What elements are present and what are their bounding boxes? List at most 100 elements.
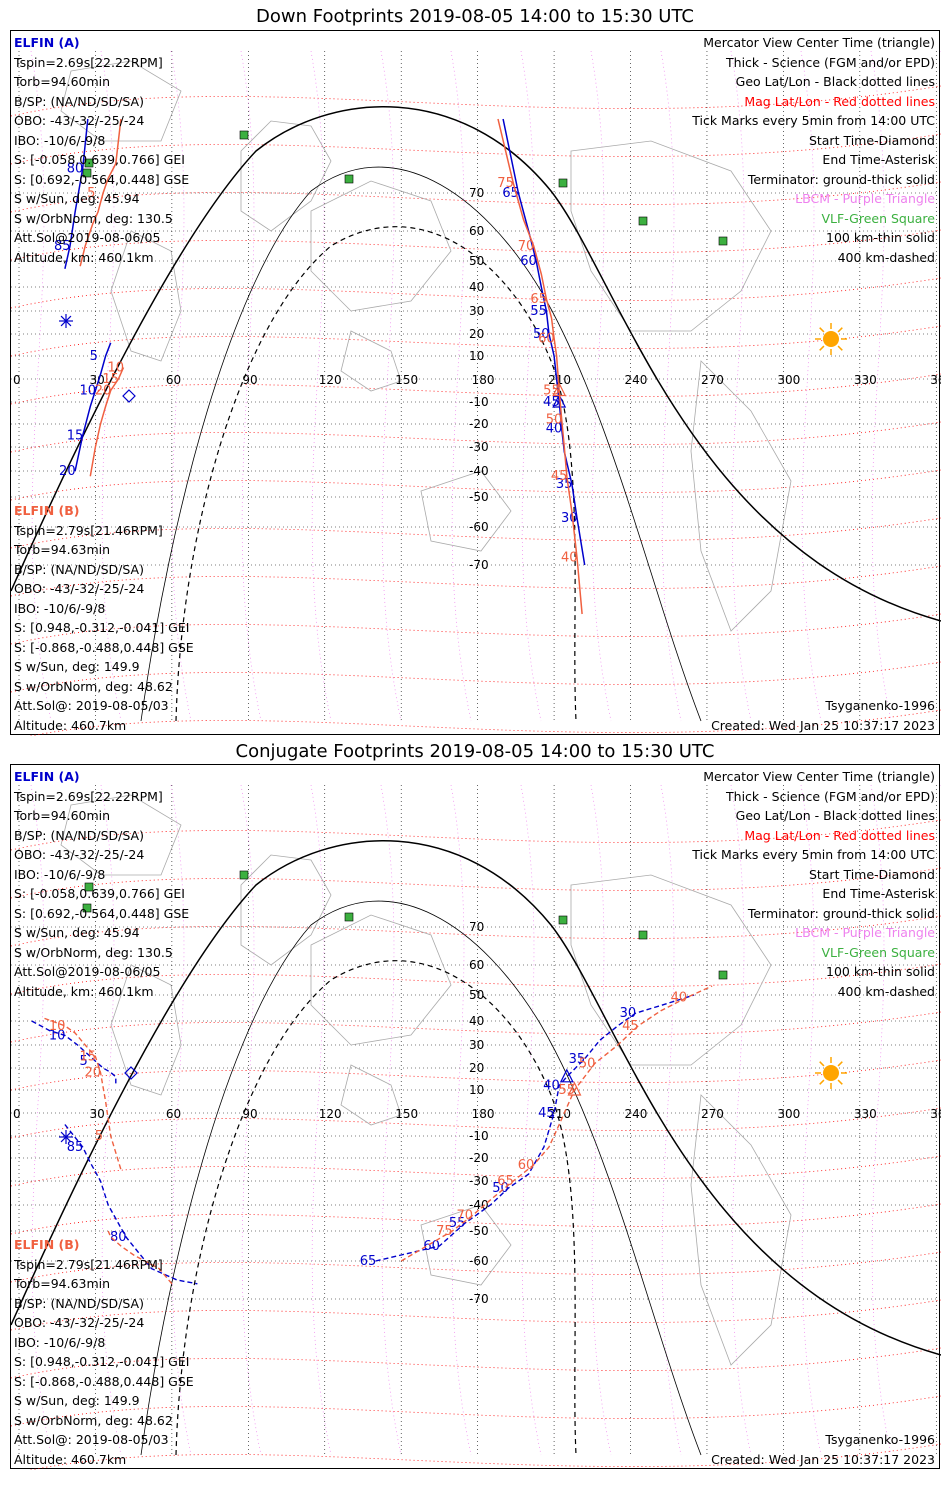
legend-item: End Time-Asterisk xyxy=(822,886,935,901)
legend-item: Mag Lat/Lon - Red dotted lines xyxy=(744,93,935,109)
vlf-station-marker xyxy=(82,903,92,913)
sun-ray xyxy=(837,345,843,351)
elfin-a-line: S w/Sun, deg: 45.94 xyxy=(14,191,140,206)
legend-item: Terminator: ground-thick solid xyxy=(747,171,935,187)
land-outline xyxy=(110,230,182,362)
x-tick-label: 360 xyxy=(930,373,941,387)
footprint-tick-label: 5 xyxy=(90,349,98,364)
x-tick-label: 300 xyxy=(777,1107,800,1121)
footprint-tick-label: 15 xyxy=(67,429,84,444)
mag-lon-gridline xyxy=(170,784,192,1456)
elfin-a-line: S w/OrbNorm, deg: 130.5 xyxy=(14,210,173,226)
land-outline xyxy=(310,914,452,1046)
terminator-ground xyxy=(11,106,941,622)
footprint-tick-label: 40 xyxy=(561,550,578,565)
elfin-a-line: Altitude, km: 460.1km xyxy=(14,249,154,265)
elfin-b-line: S w/Sun, deg: 149.9 xyxy=(14,659,140,674)
elfin-b-line: Tspin=2.79s[21.46RPM] xyxy=(14,1256,163,1272)
elfin-a-line: Altitude, km: 460.1km xyxy=(14,983,154,999)
elfin-b-line: B/SP: (NA/ND/SD/SA) xyxy=(14,561,144,577)
footprint-tick-label: 55 xyxy=(530,304,547,319)
elfin-b-line: Altitude: 460.7km xyxy=(14,1451,127,1467)
mag-lon-gridline xyxy=(240,50,262,722)
legend-item: Terminator: ground-thick solid xyxy=(747,905,935,921)
elfin-b-line: OBO: -43/-32/-25/-24 xyxy=(14,1315,145,1330)
legend-item: Thick - Science (FGM and/or EPD) xyxy=(726,54,935,70)
footprint-tick-label: 35 xyxy=(569,1052,586,1067)
x-tick-label: 360 xyxy=(930,1107,941,1121)
x-tick-label: 330 xyxy=(854,373,877,387)
x-tick-label: 90 xyxy=(242,1107,257,1121)
sun-ray xyxy=(837,1079,843,1085)
elfin-b-info-down: ELFIN (B) Tspin=2.79s[21.46RPM] Torb=94.… xyxy=(14,501,194,735)
mag-lon-gridline xyxy=(380,50,402,722)
footprint-tick-label: 50 xyxy=(533,327,550,342)
legend-item: Geo Lat/Lon - Black dotted lines xyxy=(735,808,935,823)
footprint-track xyxy=(64,1124,198,1285)
elfin-b-header: ELFIN (B) xyxy=(14,1237,80,1252)
mag-lon-gridline xyxy=(660,50,682,722)
sun-ray xyxy=(837,327,843,333)
elfin-b-line: Altitude: 460.7km xyxy=(14,717,127,733)
x-tick-label: 60 xyxy=(166,1107,181,1121)
x-tick-label: 90 xyxy=(242,373,257,387)
y-tick-label: 50 xyxy=(469,254,484,268)
footprint-track xyxy=(31,1020,117,1084)
sun-icon xyxy=(823,1065,839,1081)
footprint-tick-label: 75 xyxy=(497,176,514,191)
x-tick-label: 300 xyxy=(777,373,800,387)
x-tick-label: 180 xyxy=(472,373,495,387)
mag-lon-gridline xyxy=(380,784,402,1456)
mag-lon-gridline xyxy=(170,50,192,722)
elfin-b-line: S w/OrbNorm, deg: 48.62 xyxy=(14,678,173,694)
mag-lon-gridline xyxy=(800,784,822,1456)
footprint-tick-label: 55 xyxy=(449,1216,466,1231)
x-tick-label: 120 xyxy=(319,1107,342,1121)
y-tick-label: 60 xyxy=(469,958,484,972)
elfin-b-line: IBO: -10/6/-9/8 xyxy=(14,600,106,616)
footprint-tick-label: 10 xyxy=(107,361,124,376)
mag-lon-gridline xyxy=(870,50,892,722)
footprint-track xyxy=(74,342,112,472)
land-outline xyxy=(570,874,772,1066)
legend-item: 400 km-dashed xyxy=(837,983,935,999)
footprint-tick-label: 70 xyxy=(518,239,535,254)
x-tick-label: 30 xyxy=(89,1107,104,1121)
down-footprints-panel: 0306090120150180210240270300330360706050… xyxy=(10,30,941,736)
x-tick-label: 240 xyxy=(625,373,648,387)
x-tick-label: 180 xyxy=(472,1107,495,1121)
conjugate-footprints-title: Conjugate Footprints 2019-08-05 14:00 to… xyxy=(235,741,715,762)
mag-lon-gridline xyxy=(30,784,52,1456)
x-tick-label: 30 xyxy=(89,373,104,387)
footprint-tick-label: 40 xyxy=(543,1079,560,1094)
x-tick-label: 240 xyxy=(625,1107,648,1121)
footprint-track xyxy=(400,985,713,1262)
footprint-tick-label: 50 xyxy=(579,1056,596,1071)
elfin-a-line: OBO: -43/-32/-25/-24 xyxy=(14,113,145,128)
y-tick-label: -30 xyxy=(469,440,489,454)
mag-lon-gridline xyxy=(240,784,262,1456)
elfin-a-line: S: [0.692,-0.564,0.448] GSE xyxy=(14,905,190,921)
mag-lon-gridline xyxy=(730,50,752,722)
mag-lon-gridline xyxy=(730,784,752,1456)
land-outline xyxy=(690,1094,792,1366)
footprint-tick-label: 60 xyxy=(518,1158,535,1173)
vlf-station-marker xyxy=(84,158,94,168)
footprint-track xyxy=(64,118,89,269)
footprint-tick-label: 45 xyxy=(551,469,568,484)
x-tick-label: 210 xyxy=(548,373,571,387)
center-time-triangle xyxy=(552,382,567,397)
elfin-a-header: ELFIN (A) xyxy=(14,35,80,50)
footprint-tick-label: 55 xyxy=(558,1083,575,1098)
sun-ray xyxy=(819,1061,825,1067)
footprint-tick-label: 60 xyxy=(538,331,555,346)
elfin-a-line: S: [-0.058,0.639,0.766] GEI xyxy=(14,886,185,901)
footprint-tick-label: 75 xyxy=(436,1224,453,1239)
elfin-a-line: S w/Sun, deg: 45.94 xyxy=(14,925,140,940)
footprint-tick-label: 40 xyxy=(546,422,563,437)
footprint-tick-label: 10 xyxy=(49,1019,66,1034)
footprint-tick-label: 20 xyxy=(85,1065,102,1080)
land-outline xyxy=(340,1064,402,1126)
start-diamond xyxy=(124,1066,138,1080)
y-tick-label: -20 xyxy=(469,1151,489,1165)
